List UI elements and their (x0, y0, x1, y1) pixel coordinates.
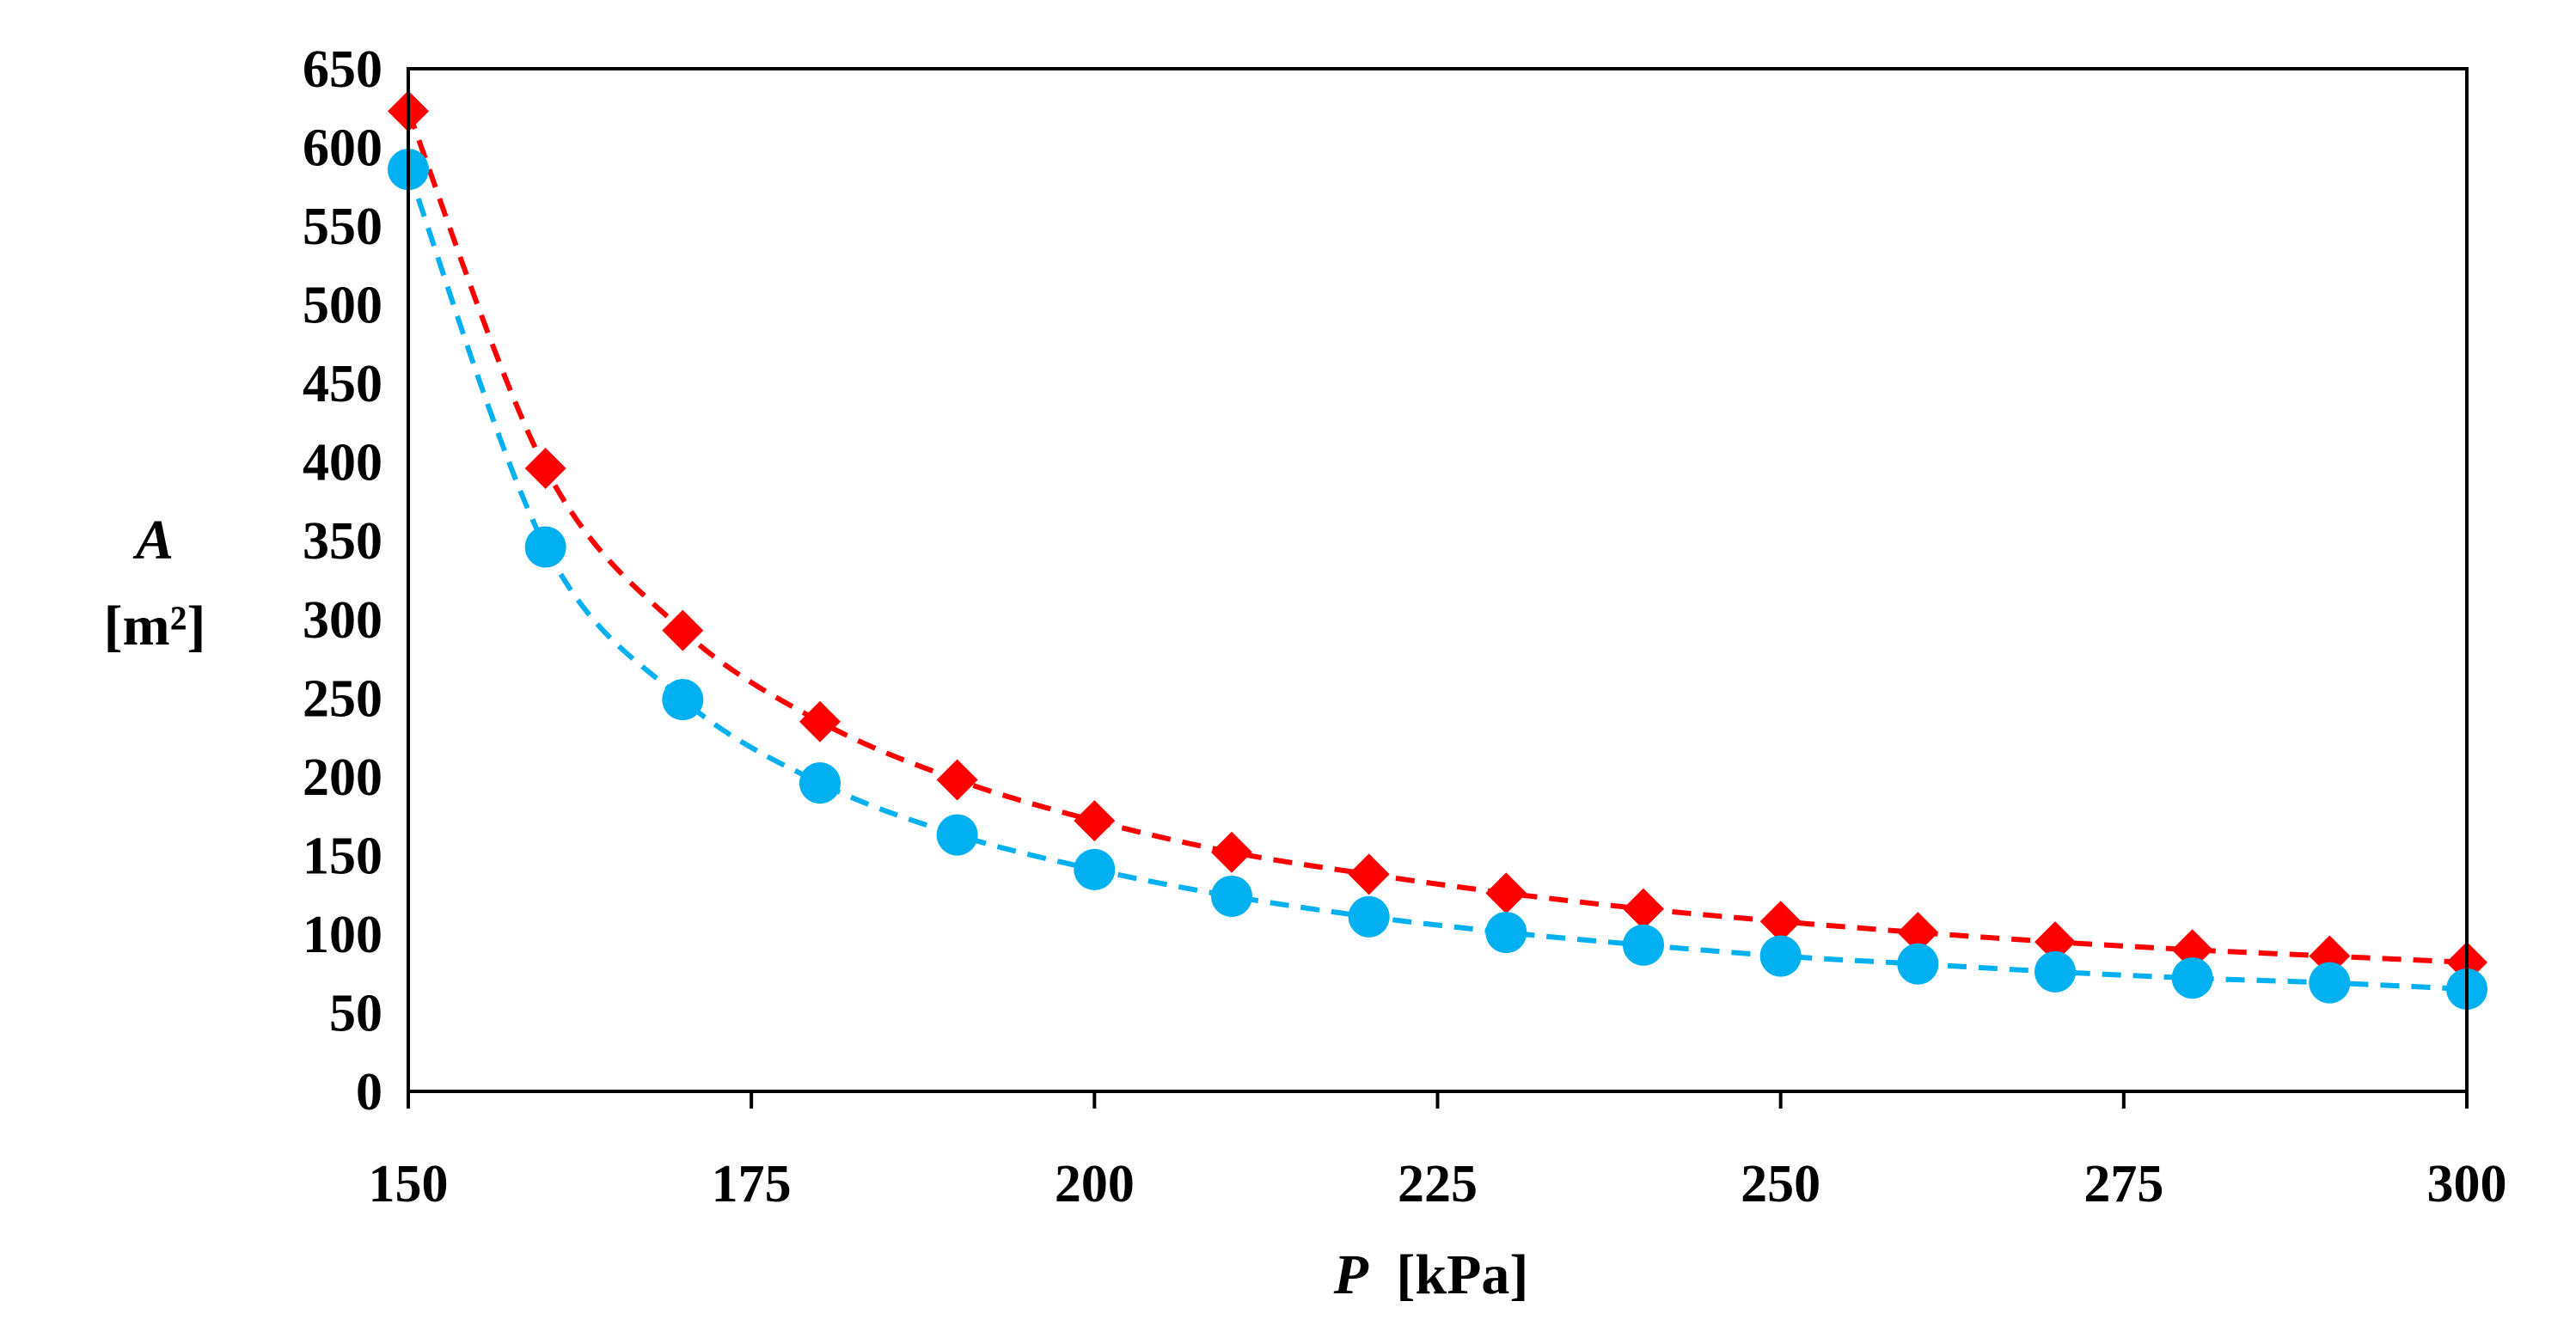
y-tick-label: 450 (303, 355, 382, 413)
y-tick-label: 650 (303, 40, 382, 99)
series-2-point (524, 526, 566, 568)
x-tick-label: 250 (1741, 1155, 1820, 1213)
series-2-point (1074, 848, 1116, 890)
y-tick-label: 50 (329, 984, 382, 1042)
y-tick-label: 400 (303, 434, 382, 492)
series-1-point (1897, 912, 1939, 954)
series-1-point (1485, 872, 1527, 914)
y-axis-title-unit: [m²] (104, 595, 206, 657)
x-axis-title: P [kPa] (1333, 1243, 1529, 1306)
series-1-point (524, 448, 566, 490)
x-tick-label: 300 (2427, 1155, 2507, 1213)
series-2-point (2034, 950, 2076, 993)
x-tick-label: 275 (2083, 1155, 2163, 1213)
series-1-point (1623, 888, 1664, 930)
series-1-point (1211, 831, 1252, 873)
y-tick-label: 500 (303, 277, 382, 335)
series-2-point (799, 762, 841, 804)
series-2-point (1897, 943, 1939, 985)
series-1-point (799, 700, 841, 742)
x-tick-label: 150 (369, 1155, 449, 1213)
series-1-point (1759, 901, 1802, 943)
series-2-point (1485, 912, 1527, 954)
y-tick-label: 600 (303, 119, 382, 178)
series-2-point (2171, 957, 2213, 999)
y-tick-label: 100 (303, 906, 382, 964)
series-1-point (2034, 921, 2076, 963)
series-2-point (1211, 875, 1252, 917)
axis-ticks: 150 175 200 225 250 275 300 0 50 100 150 200 250 300 3… (303, 40, 2507, 1213)
series-2-point (936, 814, 978, 856)
y-tick-label: 300 (303, 591, 382, 650)
series-1-point (1074, 800, 1116, 842)
series-2-point (1759, 935, 1802, 977)
series-2-point (662, 679, 704, 721)
series-2-point (1623, 924, 1664, 966)
x-tick-label: 175 (712, 1155, 792, 1213)
x-axis-title-variable: P (1333, 1243, 1369, 1306)
y-tick-label: 550 (303, 198, 382, 256)
y-tick-label: 350 (303, 512, 382, 571)
y-axis-title-variable: A (132, 509, 174, 571)
x-axis-title-unit: [kPa] (1396, 1243, 1528, 1306)
y-tick-label: 250 (303, 669, 382, 728)
series-2-point (1348, 895, 1390, 938)
series-1-point (662, 609, 704, 651)
series-1-point (1348, 853, 1390, 895)
y-tick-label: 200 (303, 748, 382, 807)
series-1-point (936, 759, 978, 801)
x-tick-label: 225 (1398, 1155, 1478, 1213)
series-2-point (2309, 962, 2351, 1004)
series-layer (388, 90, 2487, 1010)
series-1-point (2171, 929, 2213, 971)
y-tick-label: 150 (303, 827, 382, 885)
x-tick-label: 200 (1055, 1155, 1135, 1213)
y-tick-label: 0 (356, 1063, 382, 1121)
